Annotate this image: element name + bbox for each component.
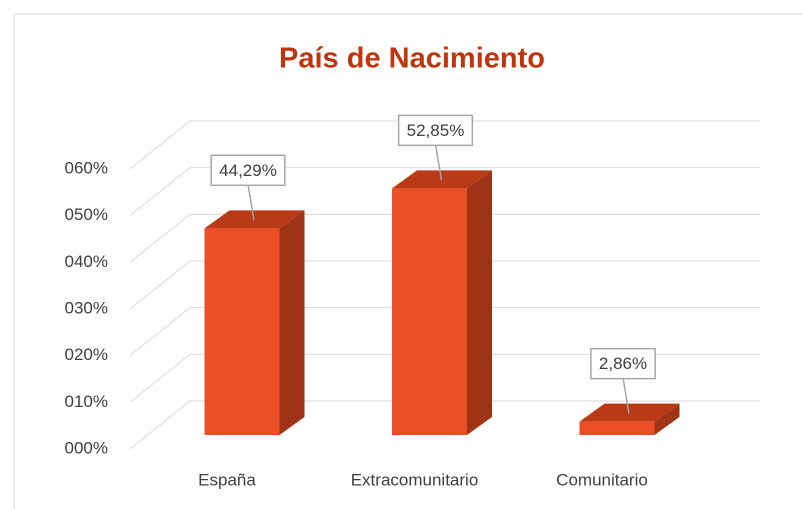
grid-line [129, 213, 760, 263]
data-label: 44,29% [219, 161, 277, 180]
bar-side [279, 210, 305, 435]
bar-side [654, 403, 680, 435]
grid-line [129, 167, 760, 217]
leader-line [622, 377, 630, 414]
grid-line [129, 307, 760, 357]
data-label-box [210, 154, 286, 187]
bar [204, 228, 280, 435]
grid-line [129, 353, 760, 403]
bar [579, 421, 655, 435]
data-label-box [397, 114, 474, 147]
y-tick-label: 030% [65, 298, 108, 317]
y-tick-label: 060% [65, 158, 108, 177]
leader-line [434, 144, 443, 181]
bar [392, 188, 467, 435]
grid-line [129, 120, 760, 170]
y-tick-label: 020% [65, 345, 108, 364]
x-tick-label: Extracomunitario [351, 470, 479, 489]
y-tick-label: 050% [65, 205, 108, 224]
data-label: 2,86% [599, 354, 647, 373]
y-tick-label: 000% [65, 438, 108, 457]
leader-line [247, 184, 255, 221]
bar-side [467, 170, 492, 435]
grid-line [129, 400, 760, 450]
data-label-box [590, 347, 656, 380]
grid-line [129, 260, 760, 310]
y-tick-label: 010% [65, 392, 108, 411]
data-label: 52,85% [407, 121, 465, 140]
x-tick-label: Comunitario [556, 470, 648, 489]
x-tick-label: España [198, 470, 256, 489]
y-tick-label: 040% [65, 252, 108, 271]
chart-title: País de Nacimiento [279, 43, 545, 75]
chart-border [13, 13, 803, 509]
